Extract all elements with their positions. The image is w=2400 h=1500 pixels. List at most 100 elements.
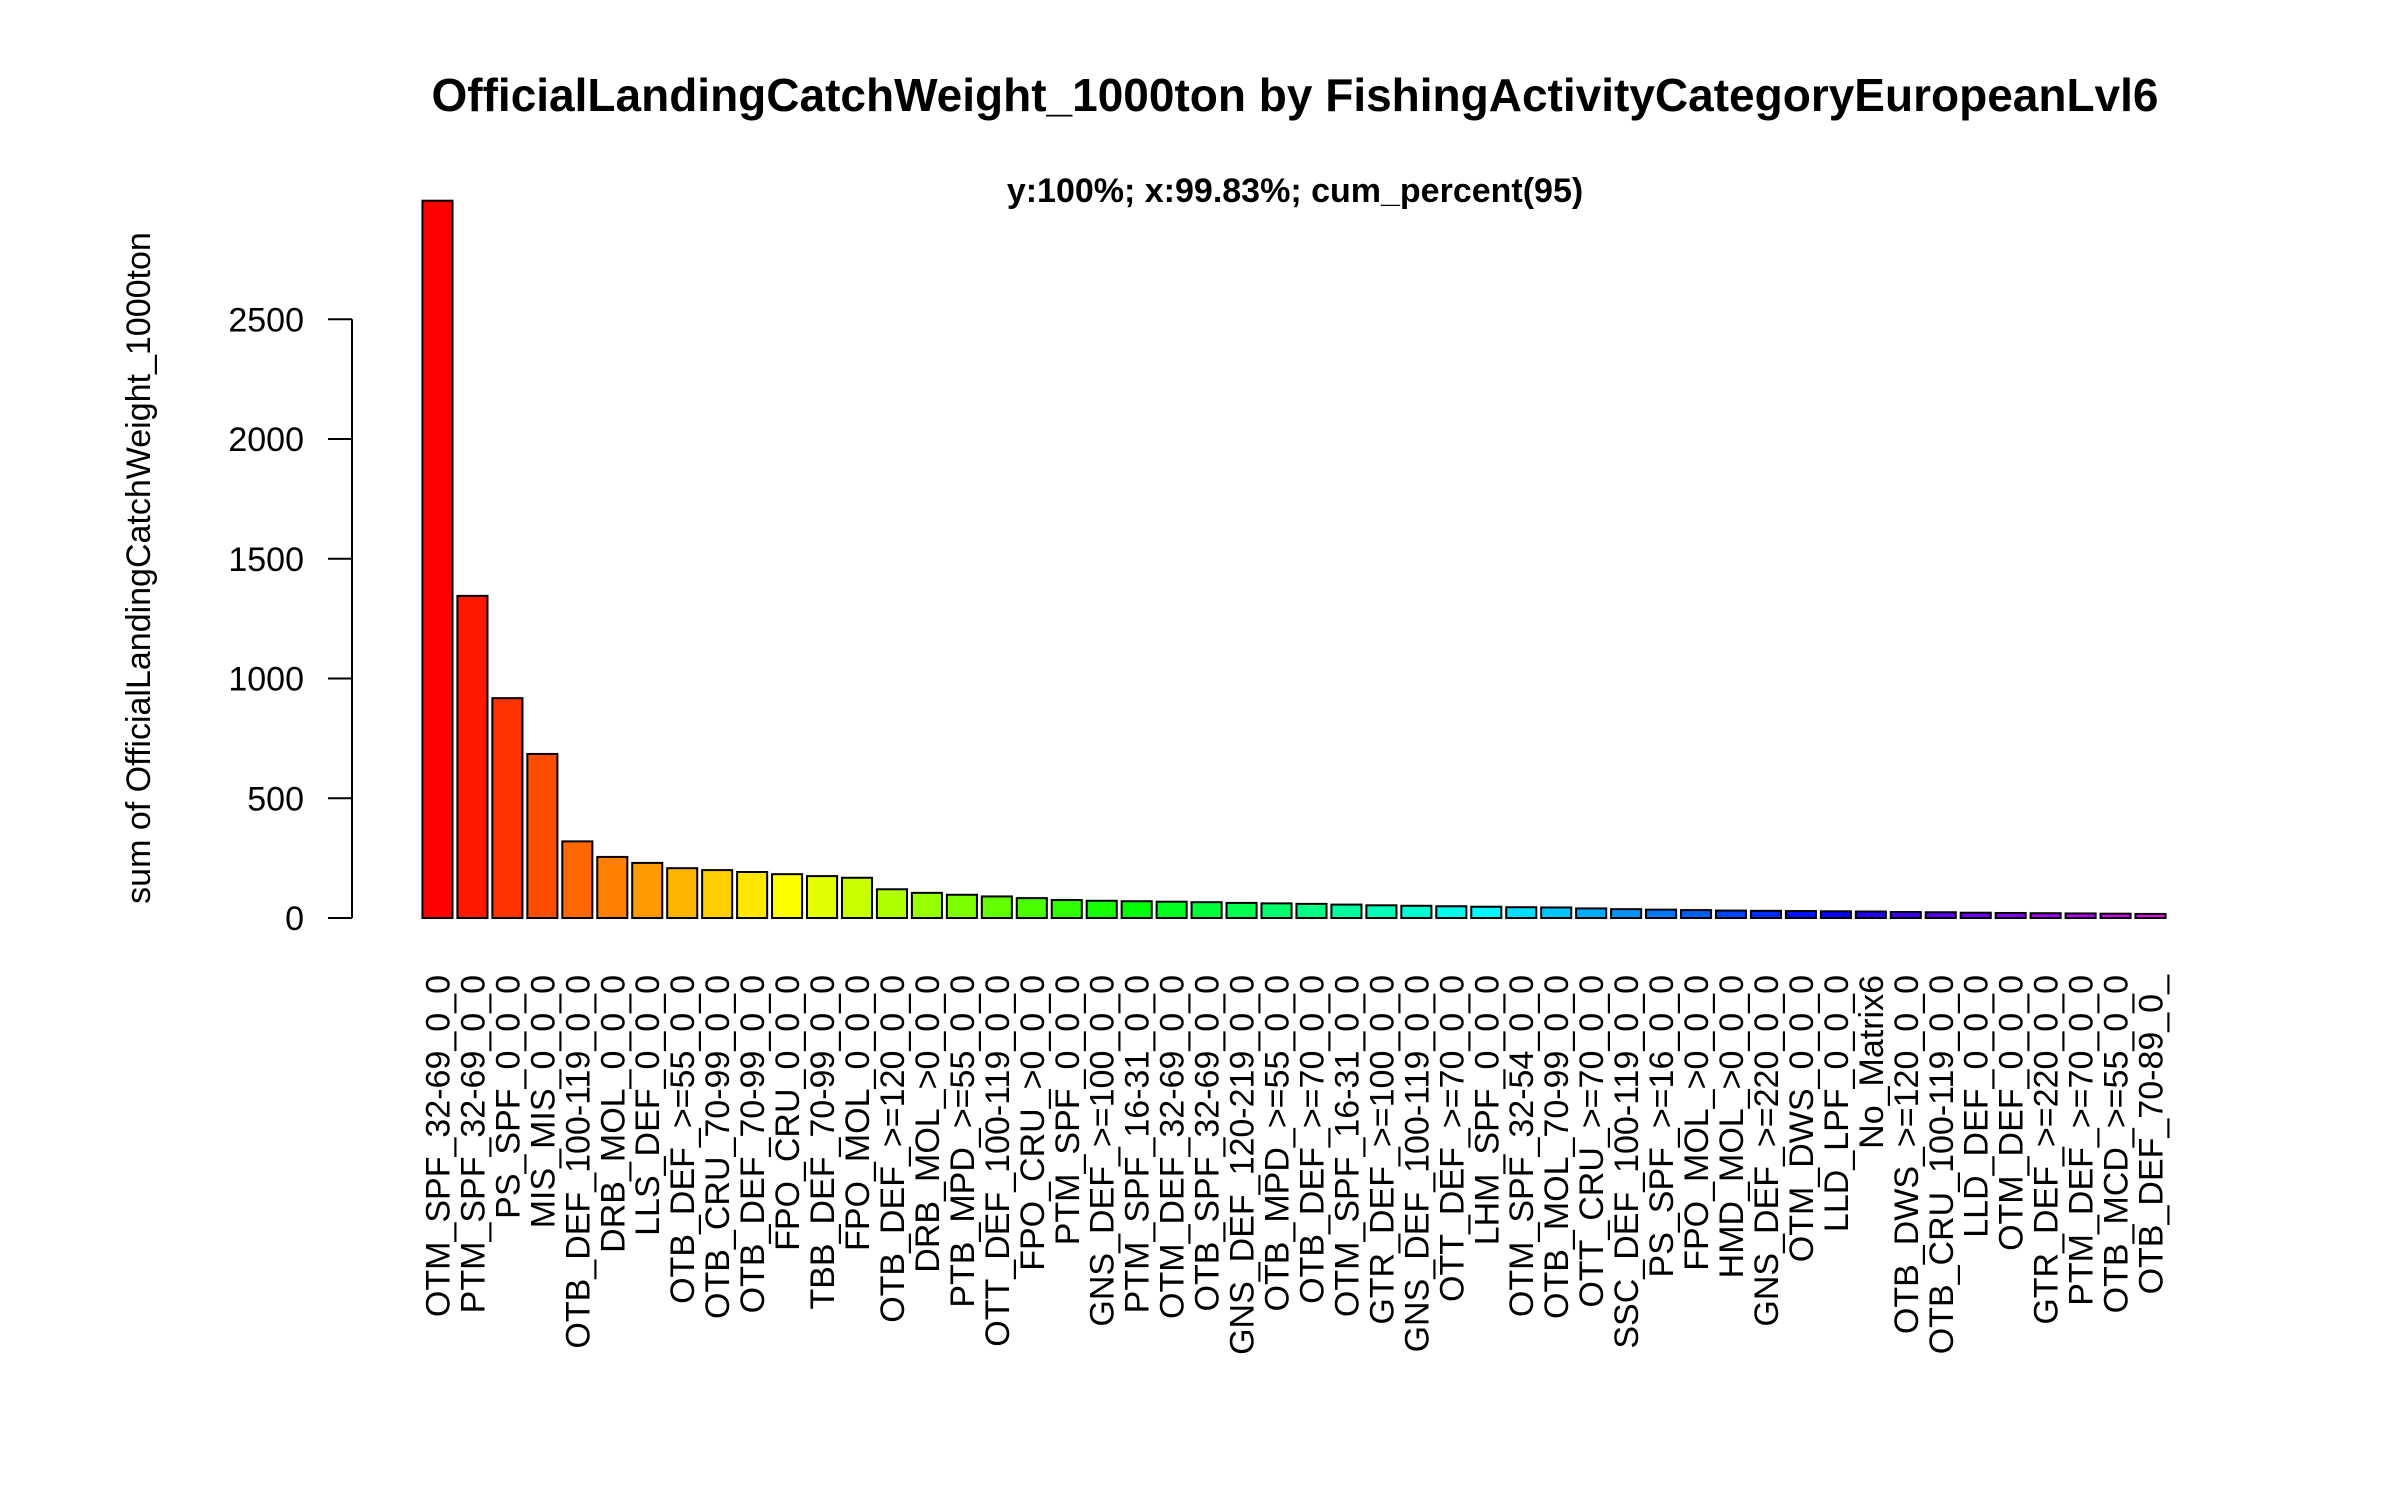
- x-tick-label: OTB_DWS_>=120_0_0: [1888, 975, 1926, 1334]
- x-tick-label: OTB_DEF_>=70_0_0: [1293, 975, 1331, 1304]
- bar: [526, 752, 559, 919]
- bar: [1400, 904, 1433, 919]
- x-tick-label: OTB_DEF_70-89_0_: [2133, 974, 2171, 1294]
- bar: [1575, 907, 1608, 919]
- x-tick-label: DRB_MOL_>0_0_0: [909, 975, 947, 1273]
- bar: [1854, 910, 1887, 920]
- bar: [1015, 897, 1048, 919]
- bar: [910, 891, 943, 919]
- x-tick-label: LHM_SPF_0_0_0: [1468, 975, 1506, 1245]
- bar: [491, 697, 524, 920]
- x-tick-label: OTB_CRU_100-119_0_0: [1923, 975, 1961, 1354]
- bar: [1190, 901, 1223, 920]
- bar: [1505, 906, 1538, 919]
- x-tick-label: OTB_DEF_100-119_0_0: [559, 975, 597, 1349]
- bar: [806, 875, 839, 920]
- x-tick-label: OTB_MOL_70-99_0_0: [1538, 975, 1576, 1319]
- y-axis-label: sum of OfficialLandingCatchWeight_1000to…: [120, 232, 158, 904]
- bar: [1714, 909, 1748, 920]
- x-tick-label: MIS_MIS_0_0_0: [524, 975, 562, 1228]
- x-tick-label: OTM_DEF_32-69_0_0: [1154, 975, 1192, 1319]
- x-tick-label: TBB_DEF_70-99_0_0: [804, 975, 842, 1310]
- x-tick-label: OTT_DEF_100-119_0_0: [979, 975, 1017, 1347]
- bar: [840, 876, 874, 920]
- bar: [736, 871, 769, 920]
- bar: [1889, 911, 1922, 920]
- bar: [980, 895, 1013, 920]
- bar: [1365, 904, 1398, 919]
- bar: [1924, 911, 1957, 919]
- bar: [666, 867, 699, 919]
- bars-group: [421, 199, 2167, 920]
- bar: [1085, 899, 1118, 920]
- y-tick-label: 1500: [228, 541, 304, 579]
- x-tick-label: PTM_DEF_>=70_0_0: [2063, 975, 2101, 1306]
- x-tick-label: OTM_SPF_32-54_0_0: [1503, 975, 1541, 1317]
- x-tick-label: FPO_MOL_0_0_0: [839, 975, 877, 1251]
- bar: [1435, 905, 1468, 920]
- x-tick-label: GNS_DEF_>=220_0_0: [1748, 975, 1786, 1327]
- x-tick-label: PS_SPF_>=16_0_0: [1643, 975, 1681, 1277]
- bar: [701, 869, 734, 919]
- bar: [1610, 908, 1643, 920]
- x-tick-label: PS_SPF_0_0_0: [489, 975, 527, 1219]
- bar: [456, 594, 489, 919]
- bar: [1819, 910, 1852, 919]
- y-tick-label: 2000: [228, 421, 304, 459]
- x-tick-label: LLD_LPF_0_0_0: [1818, 975, 1856, 1232]
- bar: [596, 855, 629, 919]
- bar: [1120, 900, 1153, 919]
- x-tick-label: OTB_DEF_>=120_0_0: [874, 975, 912, 1323]
- bar: [1994, 911, 2027, 919]
- y-tick-label: 1000: [228, 661, 304, 699]
- x-tick-label: FPO_CRU_>0_0_0: [1014, 975, 1052, 1271]
- x-tick-label: OTT_DEF_>=70_0_0: [1433, 975, 1471, 1302]
- bar: [2099, 912, 2132, 920]
- bar: [1155, 900, 1188, 920]
- x-tick-label: FPO_MOL_>0_0_0: [1678, 975, 1716, 1271]
- bar: [1680, 909, 1713, 919]
- bar: [1225, 901, 1258, 919]
- y-tick-label: 0: [285, 900, 304, 938]
- bar: [1540, 906, 1573, 920]
- bar: [421, 199, 454, 919]
- bar: [2064, 912, 2097, 920]
- bar: [875, 888, 908, 920]
- x-tick-label: GTR_DEF_>=220_0_0: [2028, 975, 2066, 1325]
- bar: [1470, 905, 1503, 919]
- x-tick-label: OTM_DWS_0_0_0: [1783, 975, 1821, 1262]
- x-tick-label: OTB_DEF_70-99_0_0: [734, 975, 772, 1313]
- x-tick-label: PTM_SPF_16-31_0_0: [1119, 975, 1157, 1313]
- x-tick-label: GNS_DEF_>=100_0_0: [1084, 975, 1122, 1327]
- x-tick-label: LLD_DEF_0_0_0: [1958, 975, 1996, 1238]
- bar: [2134, 912, 2167, 919]
- x-tick-label: GNS_DEF_120-219_0_0: [1224, 975, 1262, 1355]
- x-tick-label: SSC_DEF_100-119_0_0: [1608, 975, 1646, 1349]
- x-tick-label: PTB_MPD_>=55_0_0: [944, 975, 982, 1308]
- bar: [2029, 912, 2062, 920]
- bar: [1295, 902, 1328, 919]
- x-tick-label: PTM_SPF_32-69_0_0: [454, 975, 492, 1313]
- x-tick-label: OTM_DEF_0_0_0: [1993, 975, 2031, 1251]
- x-tick-label: OTM_SPF_32-69_0_0: [419, 975, 457, 1317]
- bar: [1645, 908, 1678, 919]
- x-tick-label: OTB_SPF_32-69_0_0: [1189, 975, 1227, 1311]
- bar: [1260, 902, 1293, 920]
- bar: [771, 873, 804, 919]
- chart-subtitle: y:100%; x:99.83%; cum_percent(95): [1007, 172, 1583, 210]
- x-tick-label: GNS_DEF_100-119_0_0: [1398, 975, 1436, 1352]
- bar: [1330, 903, 1363, 920]
- x-tick-label: No_Matrix6: [1853, 975, 1891, 1149]
- bar: [631, 861, 664, 919]
- x-tick-label: LLS_DEF_0_0_0: [629, 975, 667, 1236]
- x-tick-label: OTB_MCD_>=55_0_0: [2098, 975, 2136, 1313]
- x-tick-label: GTR_DEF_>=100_0_0: [1363, 975, 1401, 1325]
- bar: [1050, 899, 1083, 919]
- y-axis: 0 500 1000 1500 2000 2500: [228, 301, 353, 938]
- x-tick-label: OTM_SPF_16-31_0_0: [1328, 975, 1366, 1317]
- x-tick-label: FPO_CRU_0_0_0: [769, 975, 807, 1251]
- bar: [1959, 911, 1992, 919]
- y-tick-label: 2500: [228, 301, 304, 339]
